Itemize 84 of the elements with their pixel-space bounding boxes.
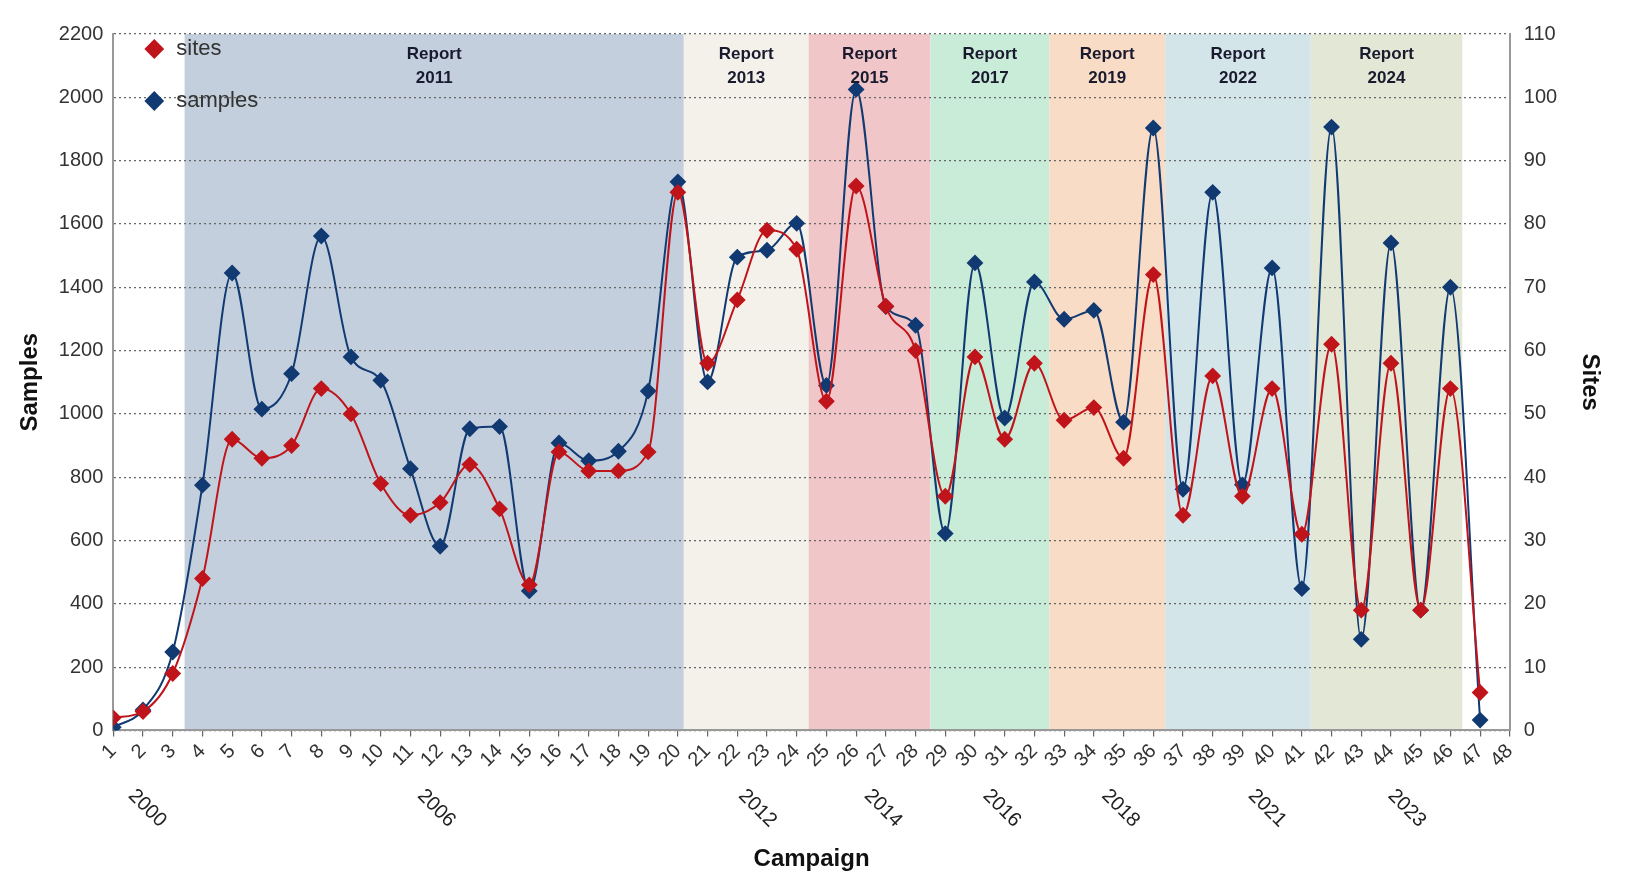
x-tick-label: 16 bbox=[534, 739, 566, 771]
x-tick-label: 22 bbox=[712, 739, 745, 771]
x-tick-label: 8 bbox=[304, 739, 329, 763]
x-tick-label: 39 bbox=[1217, 739, 1250, 771]
band-label: Report 2013 bbox=[718, 44, 774, 88]
x-tick-label: 43 bbox=[1336, 739, 1368, 771]
y2-tick-label: 60 bbox=[1523, 338, 1547, 361]
x-tick-label: 9 bbox=[334, 739, 358, 763]
y2-tick-label: 50 bbox=[1523, 401, 1547, 424]
x-tick-label: 17 bbox=[564, 739, 596, 771]
band-label: Report 2017 bbox=[962, 44, 1018, 88]
y2-tick-label: 40 bbox=[1523, 464, 1547, 487]
x-tick-label: 40 bbox=[1247, 739, 1279, 771]
y2-axis-title: Sites bbox=[1577, 353, 1605, 411]
x-tick-label: 4 bbox=[185, 739, 210, 763]
x-tick-label: 1 bbox=[96, 739, 121, 763]
band-label: Report 2015 bbox=[842, 44, 898, 88]
x-tick-label: 13 bbox=[445, 739, 477, 771]
y-tick-label: 2000 bbox=[58, 84, 104, 107]
y-tick-label: 1400 bbox=[58, 274, 104, 297]
x-tick-label: 34 bbox=[1069, 739, 1101, 771]
y-tick-label: 800 bbox=[69, 464, 104, 487]
x-tick-label: 7 bbox=[274, 739, 299, 763]
x-tick-label: 5 bbox=[215, 739, 239, 763]
x-tick-label: 25 bbox=[801, 739, 834, 771]
x-tick-label: 6 bbox=[245, 739, 269, 763]
y-tick-label: 1200 bbox=[58, 338, 104, 361]
x-tick-label: 20 bbox=[653, 739, 685, 771]
y-axis-title: Samples bbox=[15, 332, 43, 432]
x-tick-label: 30 bbox=[950, 739, 982, 771]
y2-tick-label: 20 bbox=[1523, 591, 1547, 614]
y2-tick-label: 10 bbox=[1523, 654, 1547, 677]
x-tick-label: 18 bbox=[593, 739, 626, 771]
x-tick-label: 2 bbox=[126, 739, 150, 763]
x-tick-label: 33 bbox=[1039, 739, 1071, 771]
x-tick-label: 45 bbox=[1396, 739, 1428, 771]
band-label: Report 2011 bbox=[406, 44, 462, 88]
y-tick-label: 600 bbox=[69, 528, 104, 551]
x-tick-label: 19 bbox=[623, 739, 655, 771]
y-tick-label: 1000 bbox=[58, 401, 104, 424]
x-tick-label: 47 bbox=[1455, 739, 1487, 771]
x-tick-label: 14 bbox=[475, 739, 507, 771]
y-tick-label: 400 bbox=[69, 591, 104, 614]
y2-tick-label: 70 bbox=[1523, 274, 1547, 297]
y2-tick-label: 100 bbox=[1523, 84, 1558, 107]
band-label: Report 2019 bbox=[1079, 44, 1135, 88]
x-tick-label: 37 bbox=[1158, 739, 1190, 771]
x-tick-label: 11 bbox=[386, 739, 418, 770]
x-tick-label: 44 bbox=[1366, 739, 1398, 771]
x-tick-label: 38 bbox=[1188, 739, 1220, 771]
x-tick-label: 26 bbox=[831, 739, 863, 771]
x-tick-label: 15 bbox=[504, 739, 537, 771]
x-tick-label: 31 bbox=[980, 739, 1012, 771]
x-tick-label: 10 bbox=[356, 739, 388, 771]
x-tick-label: 3 bbox=[156, 739, 180, 763]
x-tick-label: 23 bbox=[742, 739, 774, 771]
x-tick-label: 32 bbox=[1009, 739, 1042, 771]
x-tick-label: 42 bbox=[1306, 739, 1339, 771]
x-tick-label: 29 bbox=[920, 739, 952, 771]
x-tick-label: 46 bbox=[1425, 739, 1458, 771]
y-tick-label: 1600 bbox=[58, 211, 104, 234]
x-tick-label: 21 bbox=[683, 739, 715, 771]
x-tick-label: 12 bbox=[415, 739, 447, 771]
y-tick-label: 0 bbox=[92, 718, 104, 741]
x-tick-label: 41 bbox=[1277, 739, 1309, 771]
x-tick-label: 28 bbox=[891, 739, 923, 771]
band-label: Report 2024 bbox=[1359, 44, 1415, 88]
y-tick-label: 200 bbox=[69, 654, 104, 677]
y2-tick-label: 90 bbox=[1523, 148, 1547, 171]
x-tick-label: 27 bbox=[861, 739, 893, 771]
x-tick-label: 48 bbox=[1485, 739, 1517, 771]
y2-tick-label: 0 bbox=[1523, 718, 1535, 741]
x-tick-label: 24 bbox=[772, 739, 804, 771]
y-tick-label: 1800 bbox=[58, 148, 104, 171]
y-tick-label: 2200 bbox=[58, 21, 104, 44]
band-label: Report 2022 bbox=[1210, 44, 1266, 88]
legend-label: samples bbox=[176, 87, 259, 113]
x-tick-label: 36 bbox=[1128, 739, 1160, 771]
y2-tick-label: 110 bbox=[1523, 21, 1556, 44]
x-axis-title: Campaign bbox=[753, 844, 870, 872]
y2-tick-label: 80 bbox=[1523, 211, 1547, 234]
x-tick-label: 35 bbox=[1098, 739, 1131, 771]
legend-label: sites bbox=[176, 35, 222, 61]
y2-tick-label: 30 bbox=[1523, 528, 1547, 551]
